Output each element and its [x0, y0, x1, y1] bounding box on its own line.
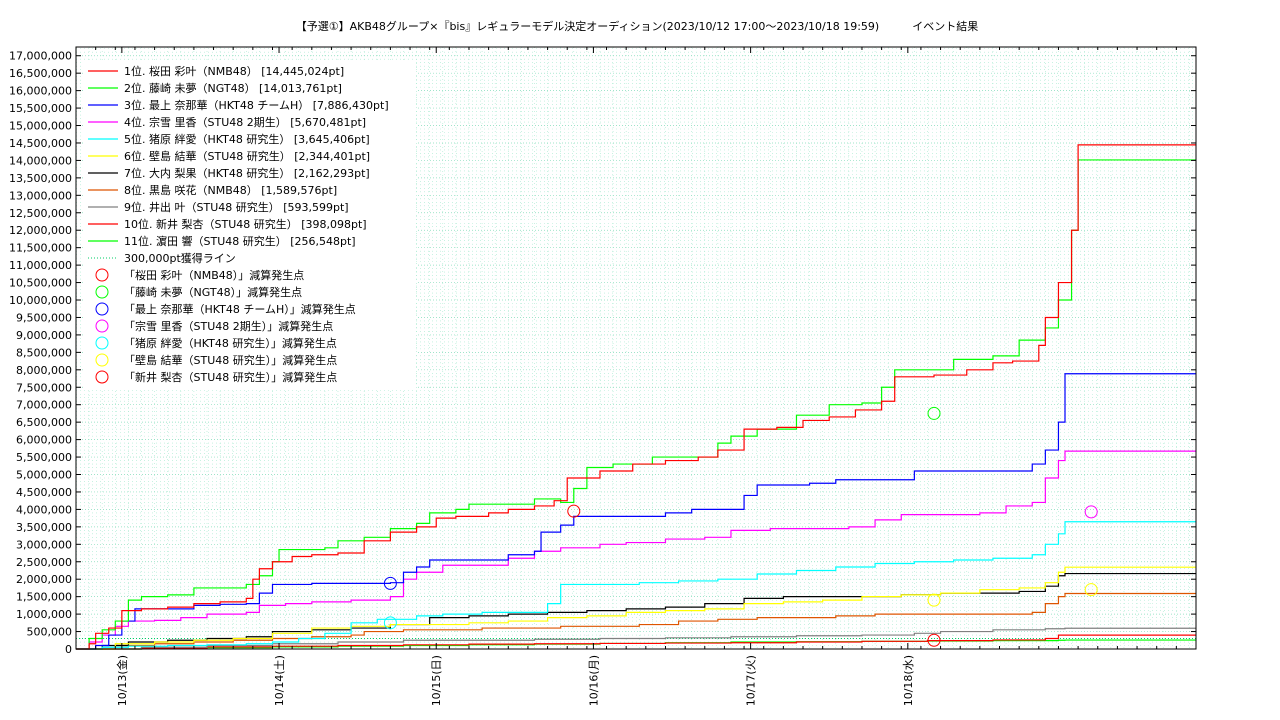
y-tick-label: 13,000,000: [9, 189, 72, 202]
deduction-marker: [1084, 583, 1098, 597]
legend-marker: [95, 370, 109, 384]
x-tick-label: 10/18(水): [902, 655, 915, 706]
y-tick-label: 16,000,000: [9, 85, 72, 98]
legend-entry: 「藤崎 未夢（NGT48）」減算発生点: [124, 285, 302, 299]
y-tick-label: 17,000,000: [9, 50, 72, 63]
legend-entry: 「新井 梨杏（STU48 研究生）」減算発生点: [124, 370, 337, 384]
legend-entry: 6位. 壁島 結華（STU48 研究生） [2,344,401pt]: [124, 149, 370, 163]
legend-entry: 5位. 猪原 絆愛（HKT48 研究生） [3,645,406pt]: [124, 132, 370, 146]
y-tick-label: 9,500,000: [16, 311, 72, 324]
y-tick-label: 10,000,000: [9, 294, 72, 307]
series-line: [76, 566, 1196, 650]
series-line: [76, 521, 1196, 650]
y-tick-label: 2,000,000: [16, 573, 72, 586]
y-tick-label: 12,000,000: [9, 224, 72, 237]
plot-frame: [75, 46, 1197, 650]
legend-entry: 7位. 大内 梨果（HKT48 研究生） [2,162,293pt]: [124, 166, 370, 180]
x-tick-label: 10/16(月): [587, 655, 600, 706]
legend-entry: 300,000pt獲得ライン: [124, 252, 236, 265]
legend-marker: [95, 302, 109, 316]
series-line: [76, 592, 1196, 650]
y-tick-label: 6,500,000: [16, 416, 72, 429]
series-line: [76, 450, 1196, 650]
legend-marker: [95, 336, 109, 350]
y-tick-label: 9,000,000: [16, 329, 72, 342]
y-tick-label: 6,000,000: [16, 434, 72, 447]
y-tick-label: 2,500,000: [16, 556, 72, 569]
y-tick-label: 8,500,000: [16, 346, 72, 359]
y-tick-label: 11,000,000: [9, 259, 72, 272]
x-tick-label: 10/17(火): [745, 655, 758, 706]
x-axis: 10/13(金) 10/14(土) 10/15(日) 10/16(月) 10/17(火)…: [95, 47, 1177, 706]
y-tick-label: 14,000,000: [9, 154, 72, 167]
y-tick-label: 14,500,000: [9, 137, 72, 150]
legend-entry: 3位. 最上 奈那華（HKT48 チームH） [7,886,430pt]: [124, 98, 389, 112]
y-tick-label: 5,500,000: [16, 451, 72, 464]
legend-entry: 「猪原 絆愛（HKT48 研究生）」減算発生点: [124, 336, 337, 350]
deduction-marker: [567, 504, 581, 518]
y-tick-label: 7,500,000: [16, 381, 72, 394]
legend-marker: [95, 353, 109, 367]
y-tick-label: 10,500,000: [9, 277, 72, 290]
deduction-marker: [927, 593, 941, 607]
series-lines: [76, 144, 1196, 650]
legend-entry: 「宗雪 里香（STU48 2期生）」減算発生点: [124, 319, 333, 333]
y-tick-label: 8,000,000: [16, 364, 72, 377]
legend-marker: [95, 319, 109, 333]
x-tick-label: 10/13(金): [115, 655, 129, 706]
deduction-marker: [927, 633, 941, 647]
legend-marker: [95, 285, 109, 299]
x-tick-label: 10/14(土): [273, 655, 286, 706]
legend-entry: 「壁島 結華（STU48 研究生）」減算発生点: [124, 353, 337, 367]
y-tick-label: 1,000,000: [16, 608, 72, 621]
y-tick-label: 11,500,000: [9, 242, 72, 255]
x-tick-label: 10/15(日): [430, 655, 443, 706]
legend-marker: [95, 268, 109, 282]
y-tick-label: 4,500,000: [16, 486, 72, 499]
marker-layer: [383, 406, 1098, 647]
legend-entry: 「桜田 彩叶（NMB48）」減算発生点: [124, 268, 304, 282]
deduction-marker: [1084, 505, 1098, 519]
deduction-marker: [927, 406, 941, 420]
y-tick-label: 12,500,000: [9, 207, 72, 220]
y-tick-label: 5,000,000: [16, 469, 72, 482]
y-tick-label: 15,000,000: [9, 120, 72, 133]
y-tick-label: 0: [65, 643, 72, 656]
series-line: [76, 144, 1196, 650]
legend-entry: 1位. 桜田 彩叶（NMB48） [14,445,024pt]: [124, 64, 344, 78]
y-tick-label: 7,000,000: [16, 399, 72, 412]
y-tick-label: 3,000,000: [16, 538, 72, 551]
y-tick-label: 500,000: [27, 626, 73, 639]
y-axis: 0 500,000 1,000,000 1,500,000 2,000,000 2,500…: [9, 50, 1196, 656]
legend-entry: 10位. 新井 梨杏（STU48 研究生） [398,098pt]: [124, 217, 367, 231]
y-tick-label: 3,500,000: [16, 521, 72, 534]
series-line: [76, 159, 1196, 650]
y-tick-label: 4,000,000: [16, 503, 72, 516]
legend-entry: 8位. 黒島 咲花（NMB48） [1,589,576pt]: [124, 183, 337, 197]
legend-background: [84, 60, 416, 390]
y-tick-label: 1,500,000: [16, 591, 72, 604]
legend-entry: 4位. 宗雪 里香（STU48 2期生） [5,670,481pt]: [124, 115, 366, 129]
y-tick-label: 16,500,000: [9, 67, 72, 80]
y-tick-label: 15,500,000: [9, 102, 72, 115]
legend-entry: 11位. 濵田 響（STU48 研究生） [256,548pt]: [124, 234, 356, 248]
legend-entry: 「最上 奈那華（HKT48 チームH）」減算発生点: [124, 302, 356, 316]
chart-title: 【予選①】AKB48グループ×『bis』レギュラーモデル決定オーディション(20…: [296, 19, 978, 33]
legend-entry: 2位. 藤崎 未夢（NGT48） [14,013,761pt]: [124, 81, 342, 95]
deduction-marker: [383, 616, 397, 630]
deduction-marker: [383, 576, 397, 590]
legend: 1位. 桜田 彩叶（NMB48） [14,445,024pt] 2位. 藤崎 未夢…: [84, 60, 416, 390]
legend-entry: 9位. 井出 叶（STU48 研究生） [593,599pt]: [124, 200, 349, 214]
y-tick-label: 13,500,000: [9, 172, 72, 185]
series-line: [76, 373, 1196, 650]
